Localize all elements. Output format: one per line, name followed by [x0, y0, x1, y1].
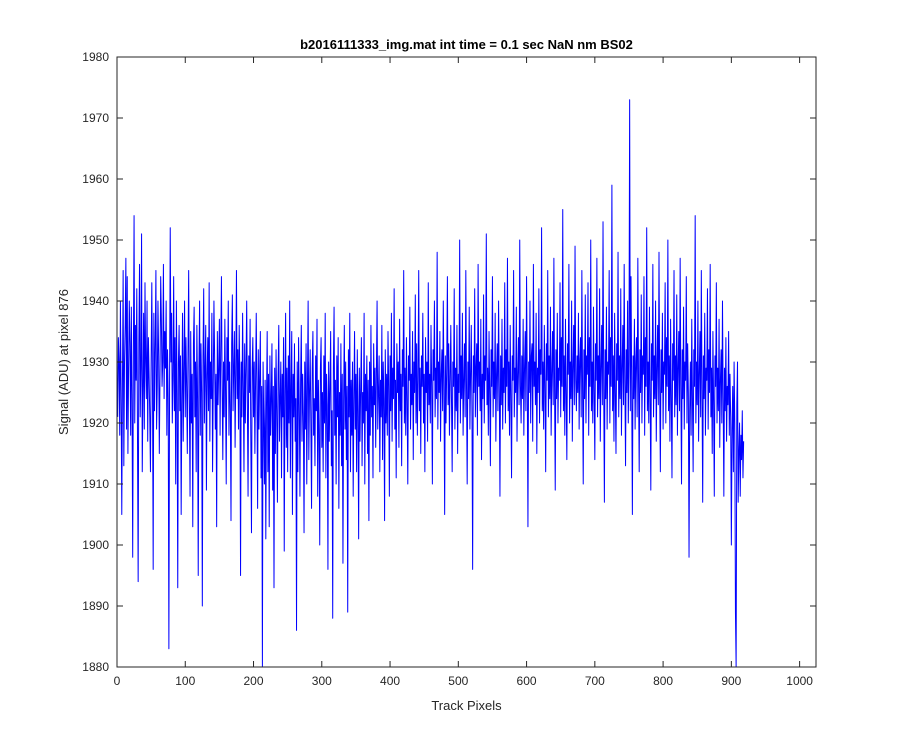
x-axis-label: Track Pixels [431, 698, 502, 713]
x-tick-label: 700 [585, 674, 605, 688]
x-tick-label: 100 [175, 674, 195, 688]
y-tick-label: 1880 [82, 660, 109, 674]
x-tick-label: 200 [244, 674, 264, 688]
chart-title: b2016111333_img.mat int time = 0.1 sec N… [300, 37, 633, 52]
x-tick-label: 800 [653, 674, 673, 688]
x-tick-label: 300 [312, 674, 332, 688]
y-axis-label: Signal (ADU) at pixel 876 [56, 289, 71, 435]
y-tick-label: 1900 [82, 538, 109, 552]
y-tick-label: 1980 [82, 50, 109, 64]
y-tick-label: 1960 [82, 172, 109, 186]
x-tick-label: 900 [721, 674, 741, 688]
y-tick-label: 1950 [82, 233, 109, 247]
line-layer [117, 99, 745, 668]
y-tick-label: 1970 [82, 111, 109, 125]
x-tick-label: 500 [448, 674, 468, 688]
y-tick-label: 1940 [82, 294, 109, 308]
x-tick-label: 1000 [786, 674, 813, 688]
x-tick-label: 400 [380, 674, 400, 688]
y-tick-label: 1890 [82, 599, 109, 613]
y-tick-label: 1930 [82, 355, 109, 369]
x-tick-label: 600 [517, 674, 537, 688]
x-tick-label: 0 [114, 674, 121, 688]
axes-box [116, 56, 817, 668]
series-line-0 [117, 99, 745, 668]
y-tick-label: 1910 [82, 477, 109, 491]
y-tick-label: 1920 [82, 416, 109, 430]
tick-layer: 0 100 200 300 400 500 600 700 800 900 1000 1880 1890… [82, 50, 816, 688]
